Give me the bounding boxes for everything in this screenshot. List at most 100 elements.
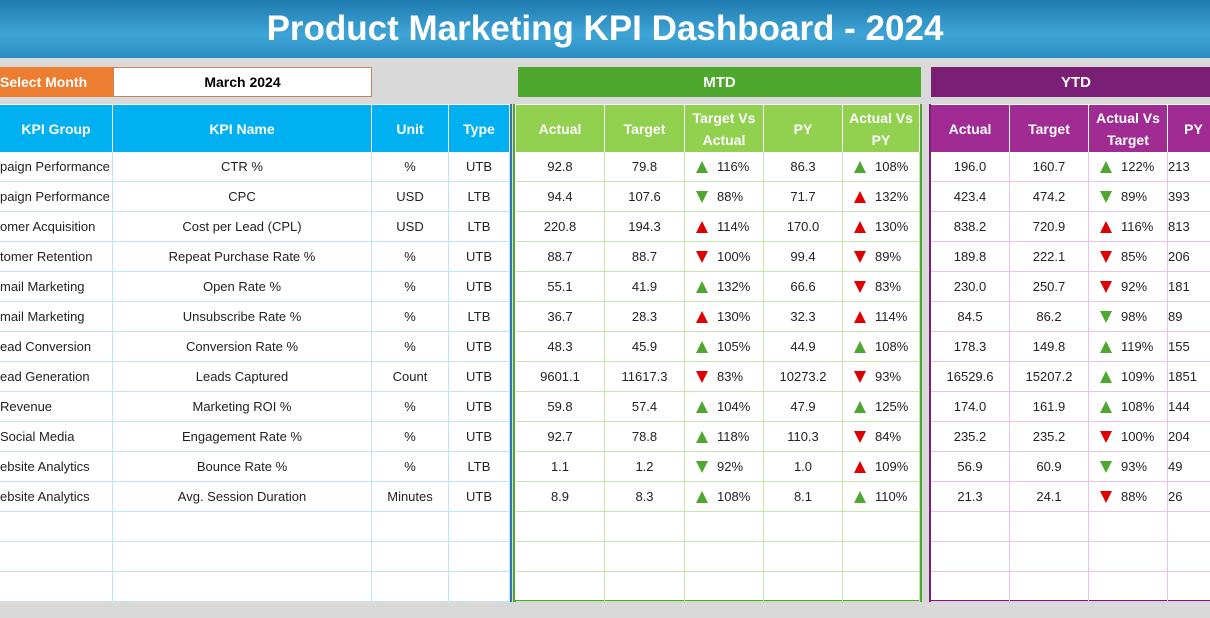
empty-cell bbox=[113, 542, 372, 572]
table-cell: 196.0 bbox=[931, 152, 1010, 182]
trend-value: 88% bbox=[717, 189, 744, 204]
table-cell: 86.3 bbox=[764, 152, 843, 182]
table-cell: 230.0 bbox=[931, 272, 1010, 302]
trend-arrow bbox=[854, 340, 866, 353]
trend-value: 83% bbox=[717, 369, 744, 384]
trend-arrow bbox=[1100, 490, 1112, 503]
trend-icon bbox=[854, 370, 866, 383]
empty-cell bbox=[1010, 512, 1089, 542]
empty-cell bbox=[931, 512, 1010, 542]
trend-icon bbox=[1100, 190, 1112, 203]
table-cell: 189.8 bbox=[931, 242, 1010, 272]
empty-cell bbox=[1010, 572, 1089, 602]
table-cell: 48.3 bbox=[516, 332, 605, 362]
table-cell: 250.7 bbox=[1010, 272, 1089, 302]
kpi-group: tomer Retention bbox=[0, 242, 113, 272]
empty-cell bbox=[516, 512, 605, 542]
column-header: Actual bbox=[516, 105, 605, 152]
empty-cell bbox=[764, 572, 843, 602]
trend-icon bbox=[696, 430, 708, 443]
table-cell: 84.5 bbox=[931, 302, 1010, 332]
trend-value: 85% bbox=[1121, 249, 1148, 264]
empty-cell bbox=[0, 512, 113, 542]
table-cell: 155 bbox=[1168, 332, 1210, 362]
trend-cell: 118% bbox=[685, 422, 764, 452]
trend-value: 93% bbox=[875, 369, 902, 384]
trend-cell: 89% bbox=[843, 242, 920, 272]
table-cell: 1851 bbox=[1168, 362, 1210, 392]
empty-cell bbox=[605, 572, 685, 602]
trend-cell: 132% bbox=[685, 272, 764, 302]
empty-cell bbox=[372, 512, 449, 542]
trend-value: 100% bbox=[1121, 429, 1155, 444]
trend-arrow bbox=[1100, 460, 1112, 473]
kpi-group: mail Marketing bbox=[0, 272, 113, 302]
trend-value: 119% bbox=[1121, 339, 1154, 354]
trend-arrow bbox=[854, 310, 866, 323]
empty-cell bbox=[516, 542, 605, 572]
table-cell: 1.0 bbox=[764, 452, 843, 482]
select-month-label: Select Month bbox=[0, 67, 113, 97]
kpi-name: CTR % bbox=[113, 152, 372, 182]
table-cell: % bbox=[372, 302, 449, 332]
empty-cell bbox=[449, 512, 510, 542]
trend-value: 89% bbox=[875, 249, 902, 264]
table-cell: 720.9 bbox=[1010, 212, 1089, 242]
trend-icon bbox=[696, 340, 708, 353]
empty-cell bbox=[843, 542, 920, 572]
kpi-group: ead Conversion bbox=[0, 332, 113, 362]
trend-icon bbox=[854, 280, 866, 293]
table-cell: 89 bbox=[1168, 302, 1210, 332]
trend-icon bbox=[1100, 400, 1112, 413]
trend-icon bbox=[696, 220, 708, 233]
trend-value: 110% bbox=[875, 489, 908, 504]
trend-value: 92% bbox=[1121, 279, 1148, 294]
table-cell: USD bbox=[372, 212, 449, 242]
trend-value: 109% bbox=[1121, 369, 1155, 384]
empty-cell bbox=[1168, 512, 1210, 542]
table-cell: % bbox=[372, 152, 449, 182]
table-cell: 66.6 bbox=[764, 272, 843, 302]
trend-cell: 93% bbox=[843, 362, 920, 392]
table-cell: 423.4 bbox=[931, 182, 1010, 212]
trend-arrow bbox=[854, 490, 866, 503]
trend-arrow bbox=[696, 220, 708, 233]
empty-cell bbox=[1168, 572, 1210, 602]
table-cell: UTB bbox=[449, 422, 510, 452]
trend-icon bbox=[854, 250, 866, 263]
empty-cell bbox=[113, 512, 372, 542]
kpi-name: Avg. Session Duration bbox=[113, 482, 372, 512]
trend-icon bbox=[696, 190, 708, 203]
kpi-name: Marketing ROI % bbox=[113, 392, 372, 422]
table-cell: LTB bbox=[449, 212, 510, 242]
trend-value: 88% bbox=[1121, 489, 1148, 504]
month-selector[interactable]: March 2024 bbox=[113, 67, 372, 97]
trend-arrow bbox=[854, 220, 866, 233]
trend-icon bbox=[696, 460, 708, 473]
table-cell: LTB bbox=[449, 302, 510, 332]
trend-cell: 100% bbox=[1089, 422, 1168, 452]
mtd-banner: MTD bbox=[518, 67, 921, 97]
trend-arrow bbox=[696, 400, 708, 413]
trend-icon bbox=[1100, 340, 1112, 353]
trend-arrow bbox=[854, 160, 866, 173]
trend-cell: 119% bbox=[1089, 332, 1168, 362]
kpi-group: ebsite Analytics bbox=[0, 482, 113, 512]
table-cell: 92.8 bbox=[516, 152, 605, 182]
empty-cell bbox=[605, 542, 685, 572]
trend-value: 116% bbox=[717, 159, 750, 174]
table-cell: 79.8 bbox=[605, 152, 685, 182]
table-cell: 110.3 bbox=[764, 422, 843, 452]
empty-cell bbox=[685, 572, 764, 602]
trend-icon bbox=[854, 190, 866, 203]
table-cell: 57.4 bbox=[605, 392, 685, 422]
table-cell: 99.4 bbox=[764, 242, 843, 272]
trend-cell: 116% bbox=[685, 152, 764, 182]
trend-value: 114% bbox=[875, 309, 908, 324]
trend-icon bbox=[854, 400, 866, 413]
trend-arrow bbox=[696, 340, 708, 353]
table-cell: Count bbox=[372, 362, 449, 392]
table-cell: UTB bbox=[449, 272, 510, 302]
trend-icon bbox=[854, 490, 866, 503]
empty-cell bbox=[605, 512, 685, 542]
